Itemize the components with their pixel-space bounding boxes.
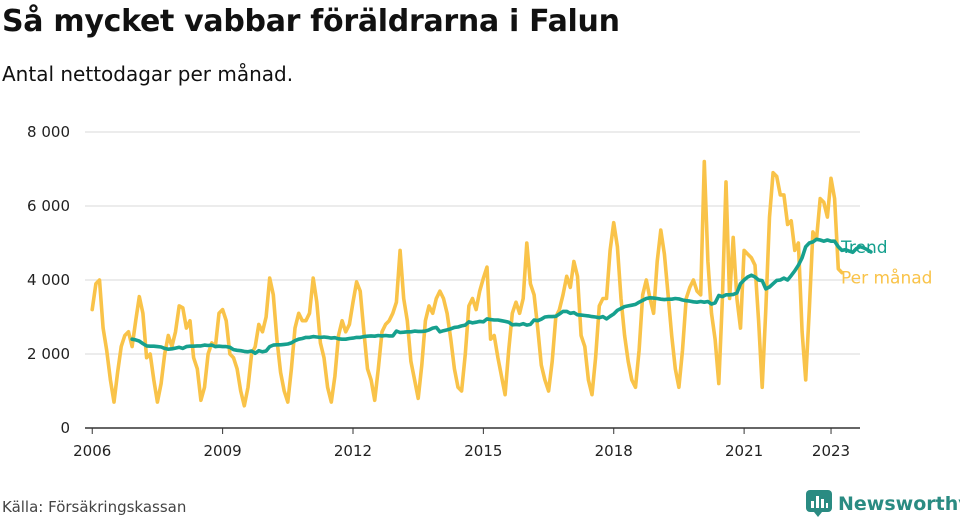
y-tick-label: 8 000 xyxy=(27,123,70,141)
y-tick-label: 4 000 xyxy=(27,271,70,289)
legend-label-per-manad: Per månad xyxy=(841,268,932,289)
source-note: Källa: Försäkringskassan xyxy=(2,498,187,516)
x-tick-label: 2009 xyxy=(204,442,242,460)
x-axis-ticks: 2006 2009 2012 2015 2018 2021 2023 xyxy=(73,428,850,460)
y-tick-label: 0 xyxy=(60,419,70,437)
series-line-trend xyxy=(130,237,873,356)
y-tick-label: 2 000 xyxy=(27,345,70,363)
legend-label-trend: Trend xyxy=(840,238,888,258)
series-line-per-manad xyxy=(90,159,844,408)
inline-legend: Trend Per månad xyxy=(840,238,932,289)
y-axis-ticks: 0 2 000 4 000 6 000 8 000 xyxy=(27,123,70,437)
brand-logo: Newsworthy xyxy=(806,490,960,518)
x-tick-label: 2012 xyxy=(334,442,372,460)
x-tick-label: 2018 xyxy=(595,442,633,460)
x-tick-label: 2023 xyxy=(812,442,850,460)
brand-name: Newsworthy xyxy=(838,493,960,515)
chart-title: Så mycket vabbar föräldrarna i Falun xyxy=(2,4,620,39)
y-tick-label: 6 000 xyxy=(27,197,70,215)
newsworthy-icon xyxy=(806,490,832,517)
x-tick-label: 2006 xyxy=(73,442,111,460)
series-lines xyxy=(90,159,873,408)
x-tick-label: 2021 xyxy=(725,442,763,460)
chart-subtitle: Antal nettodagar per månad. xyxy=(2,62,294,86)
x-tick-label: 2015 xyxy=(464,442,502,460)
